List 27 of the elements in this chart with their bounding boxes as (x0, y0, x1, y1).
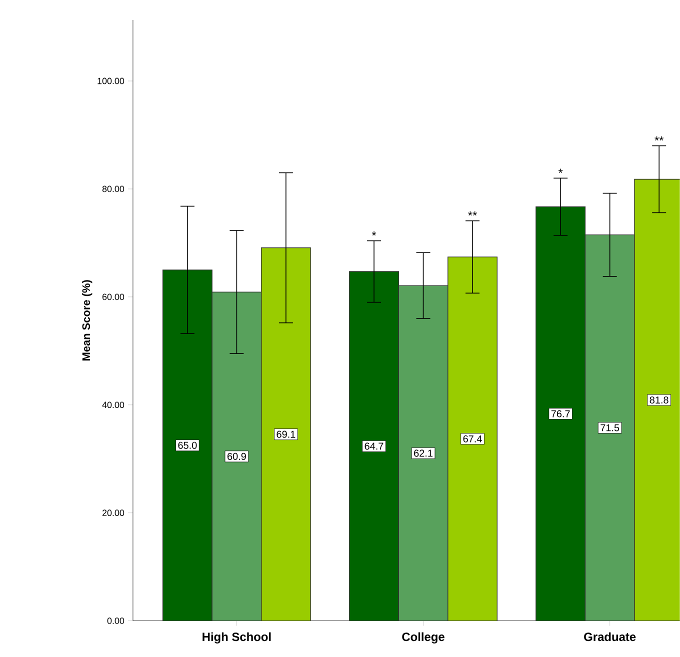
bar (212, 292, 262, 621)
data-label: 67.4 (463, 435, 482, 443)
x-tick-label: High School (202, 632, 271, 644)
bar (448, 256, 498, 621)
data-label: 62.1 (414, 450, 432, 457)
x-tick-label: College (402, 632, 444, 644)
bar (260, 248, 311, 621)
x-tick-label: Graduate (584, 632, 636, 642)
annotation: ** (468, 211, 477, 216)
y-axis-title: Mean Score (%) (82, 280, 92, 361)
y-tick-label: 0.00 (107, 618, 124, 624)
y-tick-label: 60.00 (102, 294, 124, 300)
annotation: * (558, 168, 563, 174)
annotation: ** (654, 136, 664, 141)
annotation: * (372, 231, 376, 236)
y-tick-label: 100.00 (98, 78, 124, 84)
data-label: 65.0 (178, 442, 197, 449)
data-label: 81.8 (650, 396, 668, 404)
bar (398, 285, 448, 621)
data-label: 60.9 (228, 453, 246, 460)
data-label: 69.1 (276, 430, 296, 438)
y-tick-label: 20.00 (102, 510, 124, 516)
data-label: 71.5 (600, 424, 620, 432)
y-tick-label: 80.00 (102, 186, 124, 192)
y-tick-label: 40.00 (102, 402, 124, 408)
data-label: 64.7 (364, 442, 384, 450)
data-label: 76.7 (551, 410, 570, 418)
